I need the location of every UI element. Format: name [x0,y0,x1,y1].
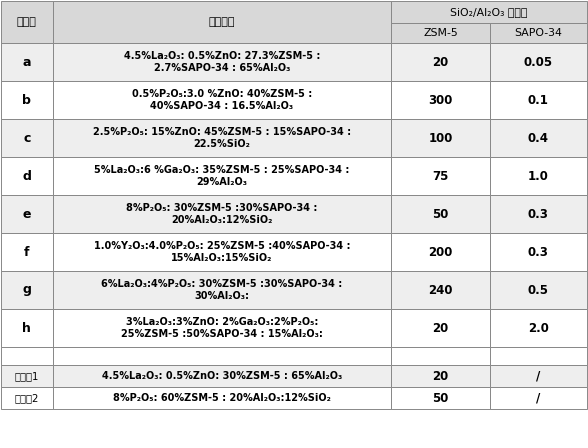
Text: 2.5%P₂O₅: 15%ZnO: 45%ZSM-5 : 15%SAPO-34 :
22.5%SiO₂: 2.5%P₂O₅: 15%ZnO: 45%ZSM-5 : 15%SAPO-34 … [93,127,351,149]
Bar [1,81,52,119]
Bar [52,233,391,271]
Bar [52,309,391,347]
Bar [490,23,587,43]
Bar [52,365,391,387]
Text: 0.1: 0.1 [528,94,549,107]
Text: 0.3: 0.3 [528,207,549,220]
Bar [52,387,391,409]
Text: 0.05: 0.05 [524,56,553,69]
Text: 8%P₂O₅: 60%ZSM-5 : 20%Al₂O₃:12%SiO₂: 8%P₂O₅: 60%ZSM-5 : 20%Al₂O₃:12%SiO₂ [113,393,331,403]
Bar [1,1,52,43]
Bar [52,157,391,195]
Text: h: h [22,322,31,335]
Text: 4.5%La₂O₃: 0.5%ZnO: 30%ZSM-5 : 65%Al₂O₃: 4.5%La₂O₃: 0.5%ZnO: 30%ZSM-5 : 65%Al₂O₃ [102,371,342,381]
Bar [490,365,587,387]
Text: ZSM-5: ZSM-5 [423,28,458,38]
Text: 8%P₂O₅: 30%ZSM-5 :30%SAPO-34 :
20%Al₂O₃:12%SiO₂: 8%P₂O₅: 30%ZSM-5 :30%SAPO-34 : 20%Al₂O₃:… [126,202,318,225]
Text: b: b [22,94,31,107]
Bar [1,365,52,387]
Bar [490,347,587,365]
Bar [52,81,391,119]
Bar [1,233,52,271]
Text: /: / [536,392,540,405]
Bar [490,119,587,157]
Text: 4.5%La₂O₃: 0.5%ZnO: 27.3%ZSM-5 :
2.7%SAPO-34 : 65%Al₂O₃: 4.5%La₂O₃: 0.5%ZnO: 27.3%ZSM-5 : 2.7%SAP… [123,51,320,73]
Bar [391,387,490,409]
Text: 200: 200 [428,246,453,258]
Bar [490,271,587,309]
Bar [52,1,391,43]
Text: 75: 75 [432,169,449,182]
Bar [1,309,52,347]
Text: 0.3: 0.3 [528,246,549,258]
Text: g: g [22,284,31,297]
Bar [391,23,490,43]
Bar [52,271,391,309]
Bar [391,43,490,81]
Text: f: f [24,246,29,258]
Bar [1,347,52,365]
Bar [391,271,490,309]
Bar [490,309,587,347]
Bar [391,233,490,271]
Text: 1.0: 1.0 [528,169,549,182]
Bar [391,195,490,233]
Bar [52,347,391,365]
Bar [490,387,587,409]
Text: 0.5%P₂O₅:3.0 %ZnO: 40%ZSM-5 :
40%SAPO-34 : 16.5%Al₂O₃: 0.5%P₂O₅:3.0 %ZnO: 40%ZSM-5 : 40%SAPO-34… [132,89,312,112]
Text: 催化剂: 催化剂 [17,17,36,27]
Bar [490,43,587,81]
Text: c: c [23,132,31,145]
Text: SAPO-34: SAPO-34 [514,28,562,38]
Text: 20: 20 [432,56,449,69]
Text: 对比例2: 对比例2 [15,393,39,403]
Text: 20: 20 [432,322,449,335]
Text: a: a [22,56,31,69]
Bar [490,157,587,195]
Bar [52,43,391,81]
Text: SiO₂/Al₂O₃ 摩尔比: SiO₂/Al₂O₃ 摩尔比 [450,7,528,17]
Bar [391,309,490,347]
Bar [391,81,490,119]
Text: 对比例1: 对比例1 [15,371,39,381]
Text: 50: 50 [432,207,449,220]
Text: 50: 50 [432,392,449,405]
Bar [391,157,490,195]
Text: /: / [536,370,540,383]
Text: 2.0: 2.0 [528,322,549,335]
Bar [391,119,490,157]
Bar [1,271,52,309]
Bar [1,387,52,409]
Text: 6%La₂O₃:4%P₂O₅: 30%ZSM-5 :30%SAPO-34 :
30%Al₂O₃:: 6%La₂O₃:4%P₂O₅: 30%ZSM-5 :30%SAPO-34 : 3… [101,279,343,302]
Text: 100: 100 [428,132,453,145]
Bar [1,157,52,195]
Text: e: e [22,207,31,220]
Bar [391,347,490,365]
Bar [1,119,52,157]
Text: 3%La₂O₃:3%ZnO: 2%Ga₂O₃:2%P₂O₅:
25%ZSM-5 :50%SAPO-34 : 15%Al₂O₃:: 3%La₂O₃:3%ZnO: 2%Ga₂O₃:2%P₂O₅: 25%ZSM-5 … [121,317,323,340]
Text: 重量组成: 重量组成 [209,17,235,27]
Bar [490,195,587,233]
Text: 240: 240 [428,284,453,297]
Bar [52,195,391,233]
Text: 20: 20 [432,370,449,383]
Bar [391,1,587,23]
Text: 300: 300 [428,94,453,107]
Bar [391,365,490,387]
Bar [52,119,391,157]
Text: 0.5: 0.5 [528,284,549,297]
Text: 5%La₂O₃:6 %Ga₂O₃: 35%ZSM-5 : 25%SAPO-34 :
29%Al₂O₃: 5%La₂O₃:6 %Ga₂O₃: 35%ZSM-5 : 25%SAPO-34 … [94,164,350,187]
Text: 0.4: 0.4 [528,132,549,145]
Text: 1.0%Y₂O₃:4.0%P₂O₅: 25%ZSM-5 :40%SAPO-34 :
15%Al₂O₃:15%SiO₂: 1.0%Y₂O₃:4.0%P₂O₅: 25%ZSM-5 :40%SAPO-34 … [93,241,350,263]
Bar [1,43,52,81]
Bar [490,81,587,119]
Bar [490,233,587,271]
Bar [1,195,52,233]
Text: d: d [22,169,31,182]
